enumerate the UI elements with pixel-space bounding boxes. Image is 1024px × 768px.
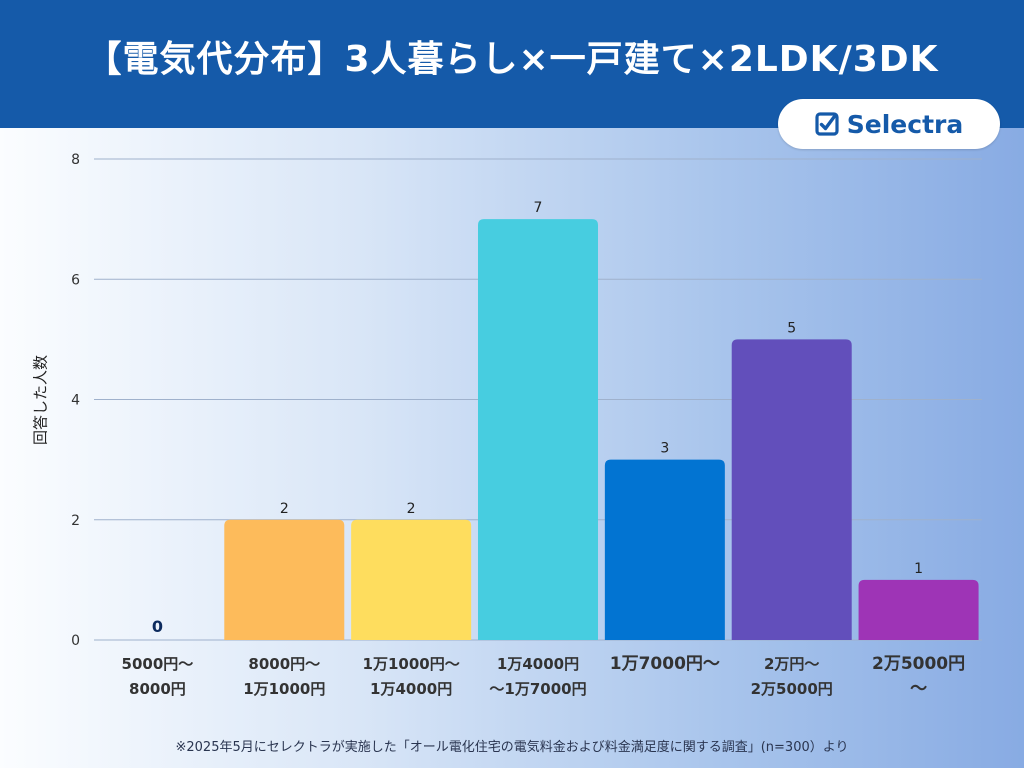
y-axis-label: 回答した人数	[31, 354, 50, 446]
bar	[604, 459, 725, 640]
x-tick-label: 2万円〜 2万5000円	[750, 655, 833, 698]
data-label: 5	[787, 320, 796, 336]
header-banner: 【電気代分布】3人暮らし×一戸建て×2LDK/3DK	[0, 0, 1024, 128]
y-tick-label: 0	[71, 633, 80, 649]
data-label: 3	[660, 441, 669, 457]
x-tick-label: 8000円〜 1万1000円	[243, 655, 326, 698]
x-tick-label: 2万5000円 〜	[871, 654, 966, 699]
data-label: 7	[534, 200, 543, 216]
data-label: 1	[914, 561, 923, 577]
bar	[351, 519, 472, 640]
x-tick-label: 1万4000円 〜1万7000円	[489, 655, 587, 698]
y-tick-label: 6	[71, 272, 80, 288]
footnote: ※2025年5月にセレクトラが実施した「オール電化住宅の電気料金および料金満足度…	[175, 740, 849, 755]
x-tick-label: 1万7000円〜	[609, 654, 720, 674]
x-tick-label: 1万1000円〜 1万4000円	[362, 655, 460, 698]
bar	[224, 519, 345, 640]
y-tick-label: 2	[71, 513, 80, 529]
page-title: 【電気代分布】3人暮らし×一戸建て×2LDK/3DK	[85, 39, 939, 80]
bar	[478, 219, 598, 640]
bar	[731, 339, 852, 640]
check-square-icon	[815, 112, 839, 136]
data-label: 2	[280, 501, 289, 517]
selectra-logo: Selectra	[778, 99, 1000, 149]
data-label: 0	[152, 617, 163, 636]
x-tick-label: 5000円〜 8000円	[121, 655, 194, 698]
logo-text: Selectra	[846, 109, 964, 139]
bar	[858, 579, 979, 640]
y-tick-label: 8	[71, 152, 80, 168]
y-tick-label: 4	[71, 393, 80, 409]
data-label: 2	[407, 501, 416, 517]
